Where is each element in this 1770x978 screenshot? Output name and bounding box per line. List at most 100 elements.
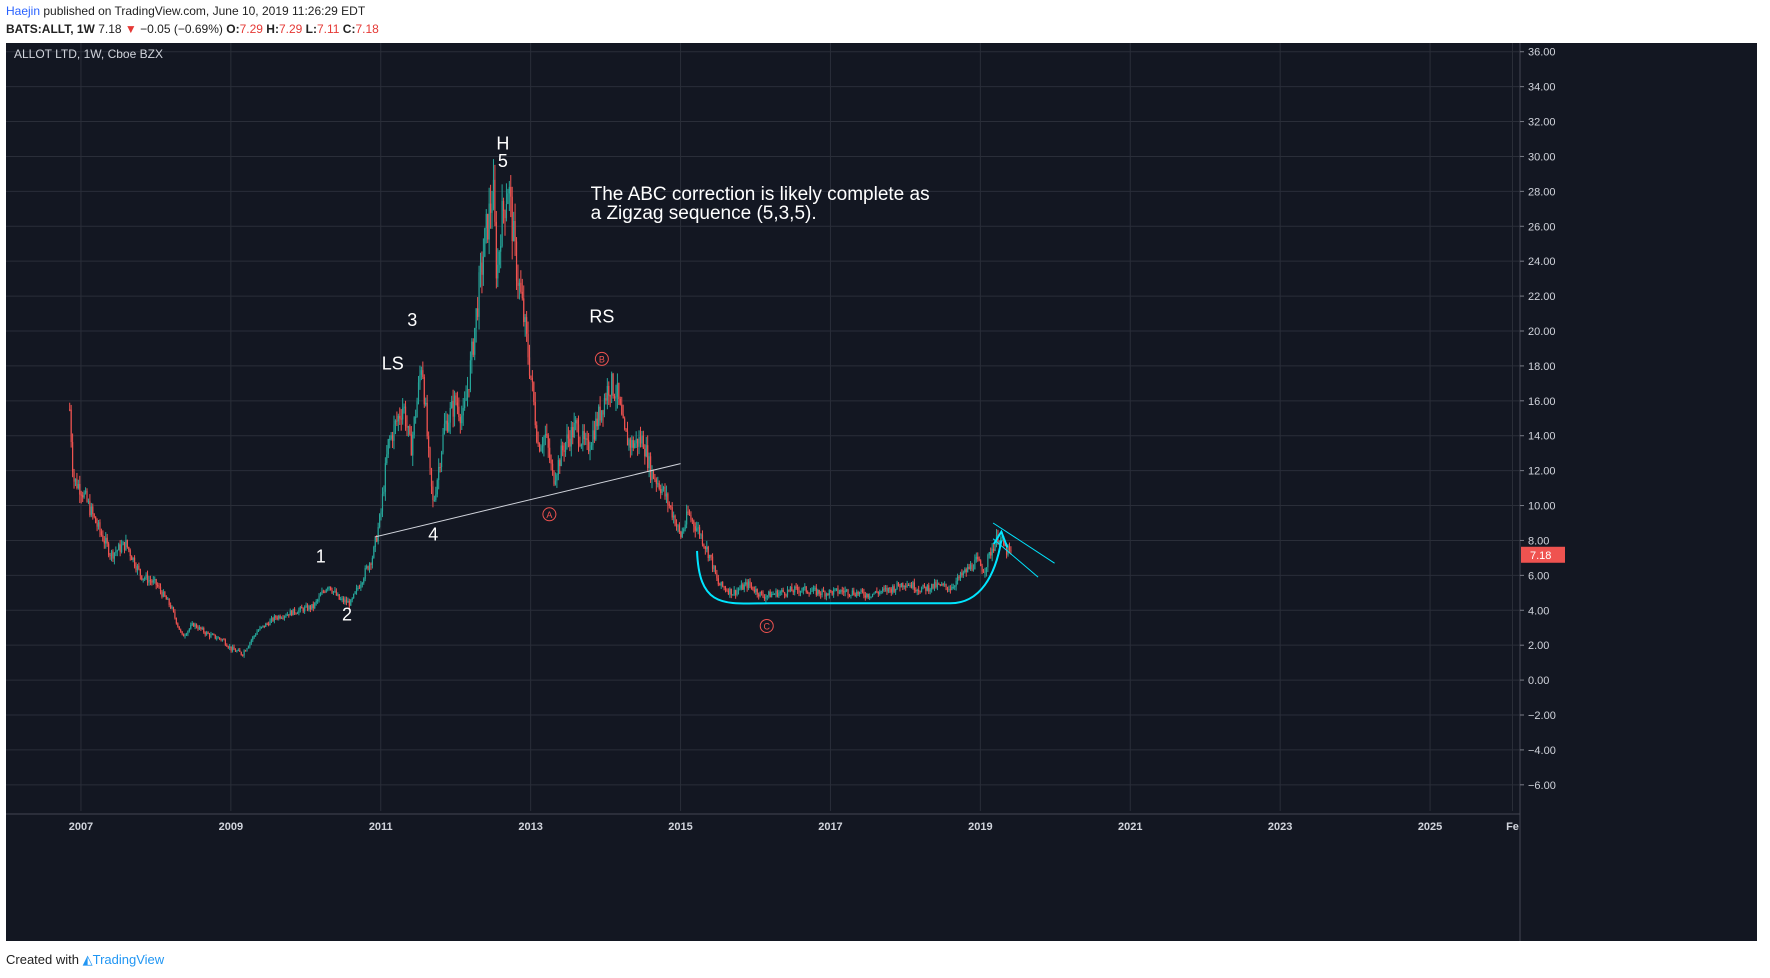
candle-body: [203, 628, 205, 633]
candle-body: [348, 600, 350, 606]
candle-body: [507, 193, 509, 204]
candle-body: [822, 590, 825, 592]
candle-body: [301, 606, 303, 609]
candle-body: [327, 587, 329, 590]
candle-body: [629, 439, 631, 448]
candle-body: [286, 614, 288, 616]
wave-annotation: H: [496, 133, 509, 153]
candle-body: [587, 439, 590, 452]
price-chart-svg[interactable]: H5 3 LS RS 1 2 4 A B C The ABC correction is likel…: [6, 43, 1757, 941]
candle-body: [536, 425, 538, 442]
candle-body: [794, 586, 796, 593]
tradingview-brand[interactable]: TradingView: [92, 952, 165, 967]
tradingview-logo-icon[interactable]: ◭: [82, 952, 93, 967]
price-axis-label: 8.00: [1528, 535, 1549, 547]
candle-body: [861, 589, 864, 592]
candle-body: [269, 620, 271, 626]
candle-body: [83, 492, 85, 498]
candle-body: [551, 463, 554, 472]
candle-body: [608, 386, 610, 396]
candle-body: [733, 589, 735, 595]
candle-body: [344, 599, 346, 603]
candle-body: [159, 586, 162, 592]
candle-body: [197, 627, 199, 630]
candle-body: [82, 495, 84, 498]
candle-body: [347, 600, 349, 603]
candle-body: [332, 591, 335, 593]
candle-body: [329, 586, 332, 591]
candle-body: [419, 374, 421, 383]
candle-body: [923, 584, 926, 587]
candle-body: [342, 598, 345, 603]
wave-annotation: 1: [316, 546, 326, 566]
candle-body: [410, 434, 412, 456]
candle-body: [513, 220, 515, 242]
candle-body: [459, 417, 461, 424]
candle-body: [79, 484, 81, 495]
author-link[interactable]: Haejin: [6, 4, 41, 18]
candle-body: [997, 534, 999, 544]
candle-body: [193, 623, 195, 627]
candle-body: [206, 632, 208, 635]
candle-body: [403, 406, 405, 409]
candle-body: [501, 200, 503, 247]
candle-body: [144, 578, 146, 580]
candle-body: [775, 590, 777, 594]
candle-body: [95, 516, 97, 524]
candle-body: [86, 490, 88, 502]
candle-body: [358, 587, 361, 589]
candle-body: [1001, 536, 1003, 538]
candle-body: [141, 575, 143, 580]
candle-body: [566, 434, 568, 443]
time-axis-label: 2017: [818, 821, 842, 833]
candle-body: [586, 438, 588, 440]
candle-body: [377, 527, 379, 542]
candle-body: [84, 490, 87, 493]
candle-body: [174, 611, 176, 618]
candle-body: [151, 581, 153, 583]
candle-body: [752, 586, 754, 590]
created-with-text: Created with: [6, 952, 79, 967]
candle-body: [152, 580, 154, 583]
candle-body: [928, 585, 930, 592]
candle-body: [302, 608, 304, 612]
candle-body: [661, 488, 663, 494]
candle-body: [195, 624, 198, 628]
candle-body: [804, 586, 806, 588]
candle-body: [295, 613, 297, 615]
time-axis-label: 2007: [69, 821, 93, 833]
candle-body: [665, 493, 668, 497]
candle-body: [925, 586, 927, 591]
candle-body: [103, 540, 105, 544]
candle-body: [609, 395, 611, 397]
candle-body: [288, 614, 290, 616]
candle-body: [827, 593, 829, 596]
candle-body: [590, 445, 593, 450]
candle-body: [208, 633, 211, 637]
candle-body: [249, 642, 251, 647]
candle-body: [906, 585, 908, 587]
candle-body: [606, 386, 608, 401]
candle-body: [266, 623, 268, 625]
candle-body: [373, 546, 375, 558]
candle-body: [706, 546, 708, 550]
price-axis-label: 34.00: [1528, 82, 1556, 94]
candle-body: [850, 594, 852, 596]
candle-body: [700, 534, 702, 536]
candle-body: [455, 395, 457, 403]
candle-body: [458, 406, 460, 418]
candle-body: [877, 592, 879, 594]
candle-body: [508, 186, 510, 194]
candle-body: [655, 479, 657, 484]
candle-body: [693, 520, 695, 527]
candle-body: [556, 475, 558, 481]
candle-body: [730, 588, 732, 596]
candle-body: [871, 593, 874, 597]
candle-body: [230, 646, 232, 651]
candle-body: [485, 214, 487, 229]
candle-body: [580, 444, 582, 446]
chart-area[interactable]: H 5 3 LS RS 1 2 4 A B C The ABC correction is likel…: [6, 43, 1757, 941]
candle-body: [226, 644, 228, 647]
candle-body: [340, 599, 342, 601]
candle-body: [345, 599, 348, 603]
